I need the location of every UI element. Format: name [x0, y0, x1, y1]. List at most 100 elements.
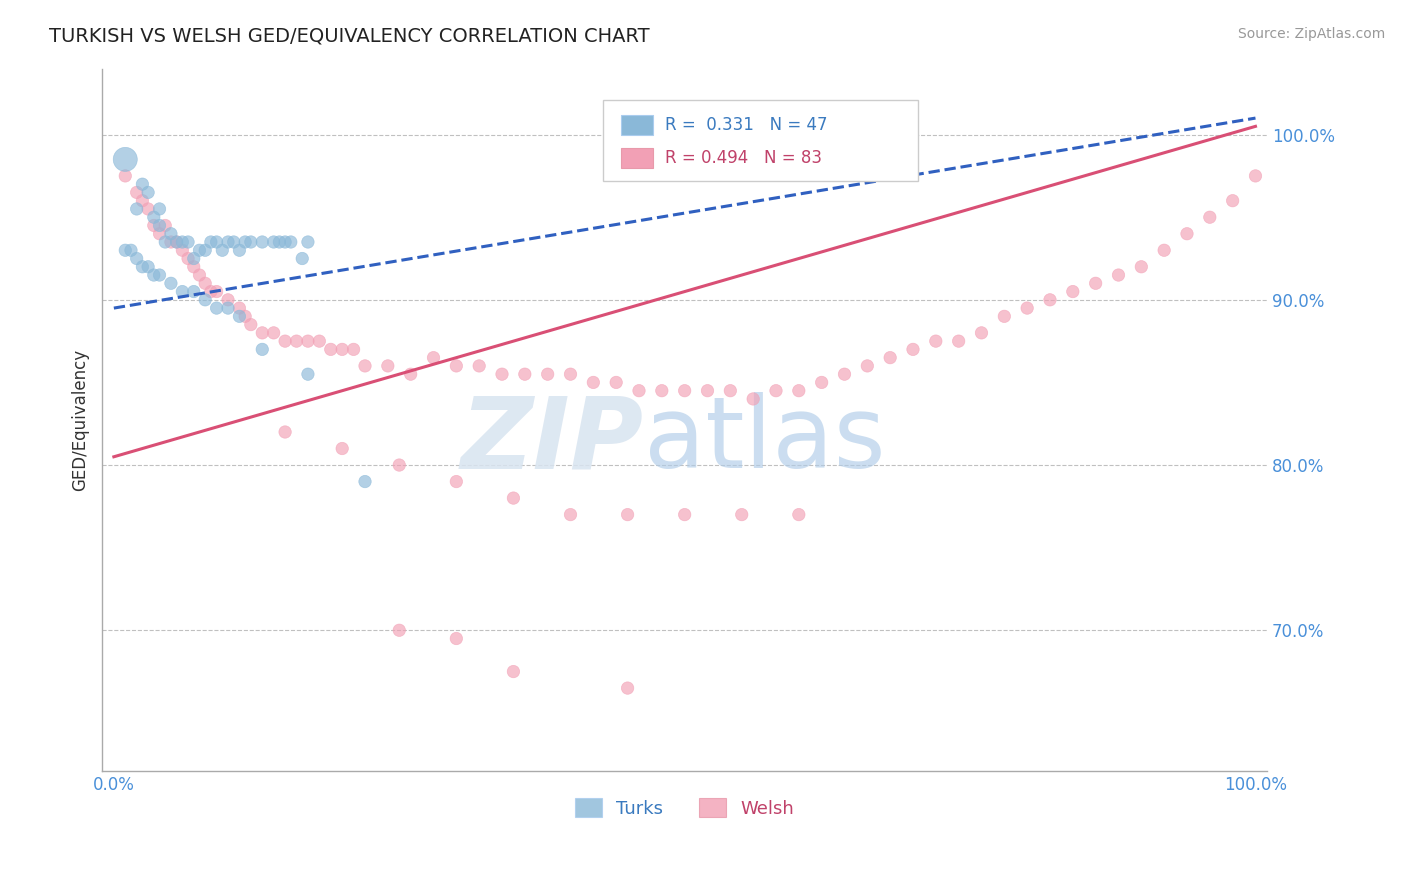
Point	[718, 384, 741, 398]
Point	[297, 334, 319, 348]
Point	[285, 334, 308, 348]
Point	[194, 277, 217, 291]
Point	[239, 318, 262, 332]
Point	[148, 268, 170, 282]
Point	[354, 359, 377, 373]
Point	[136, 186, 159, 200]
Point	[787, 508, 810, 522]
FancyBboxPatch shape	[620, 115, 654, 135]
Point	[194, 244, 217, 258]
Point	[228, 310, 250, 324]
Point	[377, 359, 399, 373]
Point	[160, 227, 183, 241]
Point	[211, 244, 233, 258]
Point	[948, 334, 970, 348]
Point	[183, 252, 205, 266]
Point	[502, 665, 524, 679]
FancyBboxPatch shape	[603, 100, 918, 181]
Point	[131, 260, 153, 274]
Point	[188, 268, 211, 282]
Legend: Turks, Welsh: Turks, Welsh	[568, 791, 801, 825]
Point	[1017, 301, 1039, 315]
Point	[172, 244, 194, 258]
Point	[616, 681, 638, 695]
Point	[172, 285, 194, 299]
Point	[810, 376, 832, 390]
Point	[280, 235, 302, 249]
Text: ZIP: ZIP	[461, 392, 644, 489]
Point	[148, 202, 170, 216]
Point	[502, 491, 524, 505]
Text: Source: ZipAtlas.com: Source: ZipAtlas.com	[1237, 27, 1385, 41]
Point	[188, 244, 211, 258]
Point	[1084, 277, 1107, 291]
Point	[205, 285, 228, 299]
Point	[252, 343, 274, 357]
Point	[114, 169, 136, 183]
Point	[731, 508, 754, 522]
Point	[155, 219, 177, 233]
Point	[513, 367, 536, 381]
Point	[177, 235, 200, 249]
Point	[1198, 211, 1220, 225]
Point	[217, 293, 239, 307]
Point	[627, 384, 650, 398]
Point	[148, 219, 170, 233]
Point	[239, 235, 262, 249]
Point	[200, 285, 222, 299]
Point	[765, 384, 787, 398]
Point	[120, 244, 142, 258]
Point	[422, 351, 444, 365]
Point	[155, 235, 177, 249]
Point	[136, 202, 159, 216]
Text: atlas: atlas	[644, 392, 886, 489]
Point	[177, 252, 200, 266]
Point	[166, 235, 188, 249]
Point	[560, 367, 582, 381]
Point	[125, 252, 148, 266]
Point	[194, 293, 217, 307]
Point	[183, 260, 205, 274]
Y-axis label: GED/Equivalency: GED/Equivalency	[72, 349, 89, 491]
Point	[136, 260, 159, 274]
Point	[651, 384, 673, 398]
Point	[160, 235, 183, 249]
Point	[125, 186, 148, 200]
Point	[228, 301, 250, 315]
Point	[217, 301, 239, 315]
Point	[616, 508, 638, 522]
Point	[269, 235, 291, 249]
Point	[468, 359, 491, 373]
Point	[673, 508, 696, 522]
Point	[142, 268, 165, 282]
Text: R =  0.331   N = 47: R = 0.331 N = 47	[665, 116, 827, 134]
Point	[205, 235, 228, 249]
Point	[491, 367, 513, 381]
Point	[263, 235, 285, 249]
Point	[1175, 227, 1198, 241]
Point	[114, 153, 136, 167]
Point	[160, 277, 183, 291]
Point	[252, 235, 274, 249]
Point	[582, 376, 605, 390]
Point	[297, 367, 319, 381]
Point	[388, 458, 411, 472]
Point	[970, 326, 993, 340]
Point	[879, 351, 901, 365]
Point	[446, 359, 468, 373]
Point	[354, 475, 377, 489]
Text: R = 0.494   N = 83: R = 0.494 N = 83	[665, 149, 823, 167]
Point	[1222, 194, 1244, 208]
Point	[222, 235, 245, 249]
Point	[446, 632, 468, 646]
Point	[856, 359, 879, 373]
Point	[274, 425, 297, 439]
Point	[925, 334, 948, 348]
Point	[228, 244, 250, 258]
Point	[1108, 268, 1130, 282]
Point	[142, 219, 165, 233]
Point	[1244, 169, 1267, 183]
Point	[901, 343, 924, 357]
Point	[388, 624, 411, 638]
Point	[205, 301, 228, 315]
